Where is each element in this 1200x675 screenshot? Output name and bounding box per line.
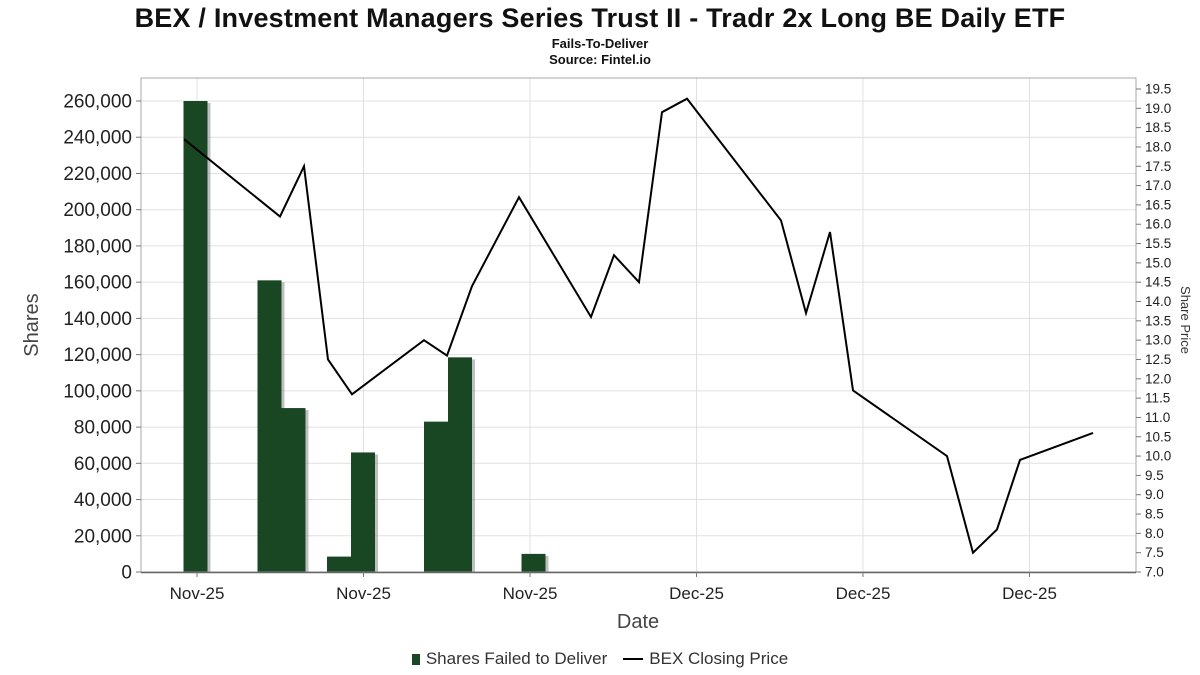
price-tick-label: 10.5	[1145, 429, 1171, 444]
ftd-bar	[521, 553, 546, 572]
shares-tick-label: 80,000	[74, 418, 132, 439]
legend-label-price: BEX Closing Price	[649, 649, 789, 668]
price-tick-label: 7.0	[1145, 565, 1164, 580]
price-tick-label: 13.0	[1145, 333, 1171, 348]
shares-tick-label: 60,000	[74, 454, 132, 475]
shares-tick-label: 40,000	[74, 490, 132, 511]
price-tick-label: 10.0	[1145, 449, 1171, 464]
shares-tick-label: 200,000	[63, 200, 132, 221]
price-tick-label: 11.5	[1145, 391, 1170, 406]
axis-tick-labels: 0 20,000 40,000 60,000 80,000 100,000 120,000 1…	[63, 82, 1171, 604]
price-tick-label: 18.0	[1145, 139, 1171, 154]
shares-tick-label: 180,000	[63, 236, 132, 257]
ftd-bar-series	[183, 101, 549, 573]
price-tick-label: 16.5	[1145, 197, 1171, 212]
shares-tick-label: 260,000	[63, 92, 132, 113]
plot-frame	[140, 77, 1137, 574]
date-tick-label: Nov-25	[503, 584, 558, 603]
axis-ticks	[136, 88, 1141, 577]
price-tick-label: 12.0	[1145, 371, 1171, 386]
page-title: BEX / Investment Managers Series Trust I…	[134, 3, 1066, 33]
price-tick-label: 17.0	[1145, 178, 1171, 193]
price-tick-label: 8.0	[1145, 526, 1164, 541]
shares-tick-label: 220,000	[63, 164, 132, 185]
price-tick-label: 15.0	[1145, 255, 1171, 270]
date-tick-label: Nov-25	[336, 584, 391, 603]
price-tick-label: 17.5	[1145, 159, 1171, 174]
price-tick-label: 18.5	[1145, 120, 1171, 135]
shares-tick-label: 20,000	[74, 526, 132, 547]
legend-bar-marker	[411, 653, 420, 665]
shares-tick-label: 240,000	[63, 128, 132, 149]
date-tick-label: Dec-25	[669, 584, 724, 603]
shares-tick-label: 120,000	[63, 345, 132, 366]
price-tick-label: 9.5	[1145, 468, 1164, 483]
ftd-bar	[448, 357, 472, 572]
price-tick-label: 16.0	[1145, 217, 1171, 232]
price-line-series	[183, 97, 1094, 555]
date-tick-label: Nov-25	[170, 584, 225, 603]
price-tick-label: 15.5	[1145, 236, 1171, 251]
shares-tick-label: 140,000	[63, 309, 132, 330]
legend-line-marker	[623, 657, 644, 661]
left-axis-title: Shares	[21, 293, 43, 356]
ftd-bar	[424, 421, 448, 572]
price-tick-label: 19.5	[1145, 82, 1171, 97]
ftd-bar	[281, 408, 306, 572]
chart-subtitle: Fails-To-Deliver	[551, 36, 649, 51]
right-axis-title: Share Price	[1178, 286, 1193, 354]
price-tick-label: 14.5	[1145, 275, 1171, 290]
legend: Shares Failed to Deliver BEX Closing Pri…	[0, 646, 1200, 672]
x-axis-title: Date	[617, 611, 659, 633]
price-line	[183, 97, 1094, 555]
price-tick-label: 8.5	[1145, 507, 1164, 522]
shares-tick-label: 160,000	[63, 273, 132, 294]
chart-source: Source: Fintel.io	[549, 52, 651, 67]
price-tick-label: 7.5	[1145, 545, 1164, 560]
price-tick-label: 11.0	[1145, 410, 1170, 425]
ftd-bar	[327, 556, 351, 572]
price-tick-label: 19.0	[1145, 101, 1171, 116]
price-tick-label: 14.0	[1145, 294, 1171, 309]
legend-item-ftd: Shares Failed to Deliver	[411, 649, 608, 669]
date-tick-label: Dec-25	[1002, 584, 1057, 603]
ftd-bar	[183, 101, 208, 572]
ftd-bar	[351, 452, 375, 572]
ftd-bar	[257, 280, 282, 572]
price-tick-label: 13.5	[1145, 313, 1171, 328]
shares-tick-label: 0	[121, 563, 132, 584]
date-tick-label: Dec-25	[836, 584, 891, 603]
legend-item-price: BEX Closing Price	[623, 649, 788, 669]
price-tick-label: 9.0	[1145, 487, 1164, 502]
shares-tick-label: 100,000	[63, 381, 132, 402]
price-tick-label: 12.5	[1145, 352, 1171, 367]
legend-label-ftd: Shares Failed to Deliver	[425, 649, 608, 668]
